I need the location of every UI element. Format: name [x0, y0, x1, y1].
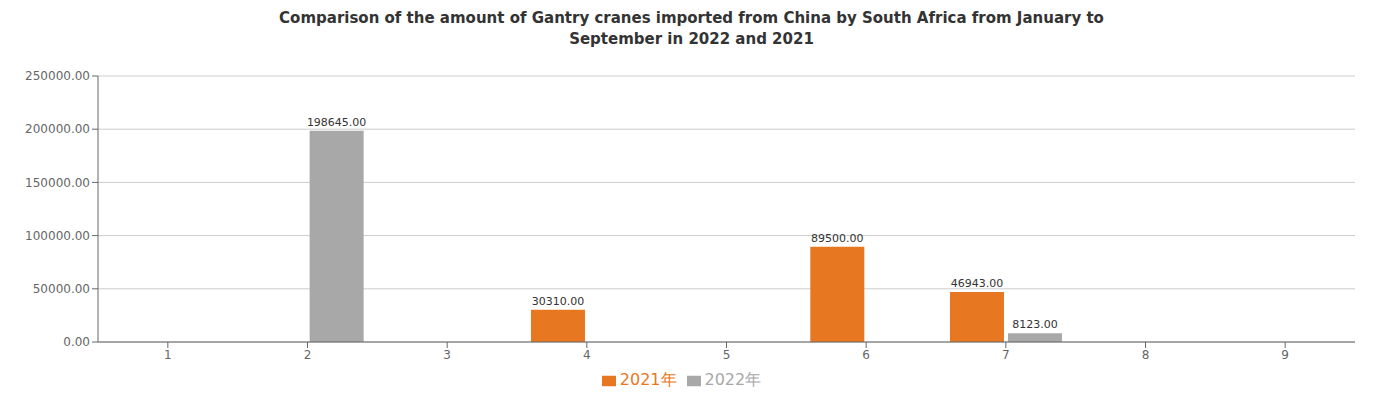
- html-text:Comparison of the amount of Ga: Comparison of the amount of Gantry crane…: [279, 9, 1104, 27]
- svg-text:3: 3: [443, 348, 451, 362]
- svg-text:30310.00: 30310.00: [532, 295, 585, 308]
- svg-text:150000.00: 150000.00: [25, 176, 90, 190]
- svg-text:5: 5: [723, 348, 731, 362]
- html-text:2021年: 2021年: [619, 370, 677, 389]
- svg-text:8: 8: [1142, 348, 1150, 362]
- svg-text:198645.00: 198645.00: [307, 116, 367, 129]
- svg-text:9: 9: [1281, 348, 1289, 362]
- svg-text:6: 6: [862, 348, 870, 362]
- html-text:September in 2022 and 2021: September in 2022 and 2021: [569, 30, 814, 48]
- svg-text:250000.00: 250000.00: [25, 69, 90, 83]
- svg-text:46943.00: 46943.00: [951, 277, 1004, 290]
- svg-text:8123.00: 8123.00: [1012, 318, 1058, 331]
- svg-text:0.00: 0.00: [63, 335, 90, 349]
- svg-text:4: 4: [583, 348, 591, 362]
- svg-text:100000.00: 100000.00: [25, 229, 90, 243]
- svg-text:89500.00: 89500.00: [811, 232, 864, 245]
- svg-text:1: 1: [164, 348, 172, 362]
- svg-text:200000.00: 200000.00: [25, 122, 90, 136]
- svg-text:7: 7: [1002, 348, 1010, 362]
- svg-text:2: 2: [304, 348, 312, 362]
- html-text:2022年: 2022年: [704, 370, 762, 389]
- svg-text:50000.00: 50000.00: [33, 282, 90, 296]
